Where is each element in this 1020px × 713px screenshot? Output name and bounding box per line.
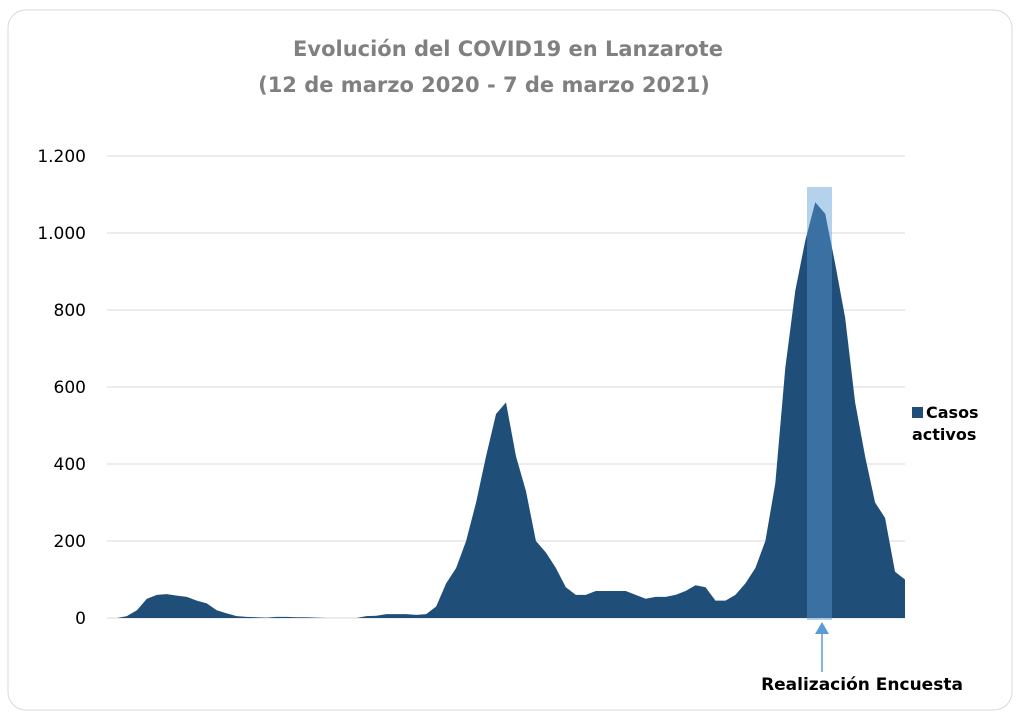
y-tick-label: 200 xyxy=(54,532,86,552)
arrow-head xyxy=(815,622,829,634)
y-tick-label: 1.200 xyxy=(37,147,86,167)
y-tick-label: 1.000 xyxy=(37,224,86,244)
chart-title: Evolución del COVID19 en Lanzarote xyxy=(293,37,723,61)
card xyxy=(7,9,1013,711)
legend-swatch xyxy=(912,407,923,418)
highlight-band xyxy=(807,187,832,620)
chart-subtitle: (12 de marzo 2020 - 7 de marzo 2021) xyxy=(258,73,710,97)
y-tick-label: 400 xyxy=(54,455,86,475)
y-tick-label: 800 xyxy=(54,301,86,321)
legend: Casos activos xyxy=(912,402,1012,446)
legend-label: Casos activos xyxy=(912,403,979,444)
y-tick-label: 0 xyxy=(75,609,86,629)
y-tick-label: 600 xyxy=(54,378,86,398)
area xyxy=(107,202,905,618)
annotation: Realización Encuesta xyxy=(761,675,963,695)
